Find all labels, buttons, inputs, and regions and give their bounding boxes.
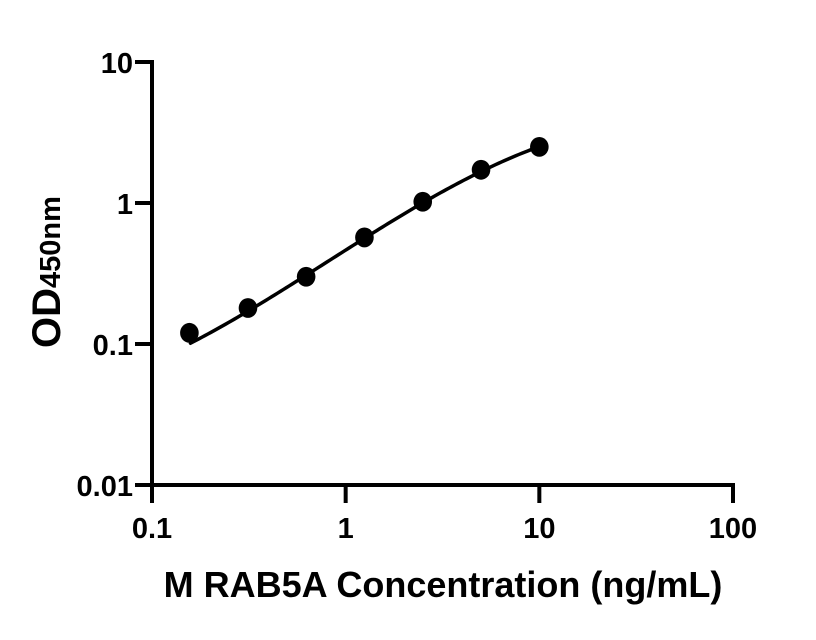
y-axis-title-subscript: 450nm bbox=[35, 196, 67, 288]
y-axis-title-main: OD bbox=[25, 288, 69, 348]
x-axis-title: M RAB5A Concentration (ng/mL) bbox=[164, 564, 723, 605]
data-point bbox=[296, 266, 316, 287]
x-tick-label: 100 bbox=[709, 513, 757, 545]
y-tick-label: 10 bbox=[101, 48, 133, 80]
data-point bbox=[413, 191, 433, 212]
data-point bbox=[471, 159, 491, 180]
data-point bbox=[355, 227, 374, 248]
y-axis-title: OD450nm bbox=[25, 196, 69, 348]
x-tick-label: 10 bbox=[523, 513, 555, 545]
data-point bbox=[238, 298, 258, 318]
x-tick-label: 1 bbox=[338, 513, 354, 545]
y-tick-label: 0.01 bbox=[77, 471, 133, 503]
y-tick-label: 0.1 bbox=[93, 330, 133, 362]
data-point bbox=[530, 136, 549, 157]
data-point bbox=[180, 322, 199, 343]
y-tick-label: 1 bbox=[117, 189, 133, 221]
x-tick-label: 0.1 bbox=[132, 513, 172, 545]
